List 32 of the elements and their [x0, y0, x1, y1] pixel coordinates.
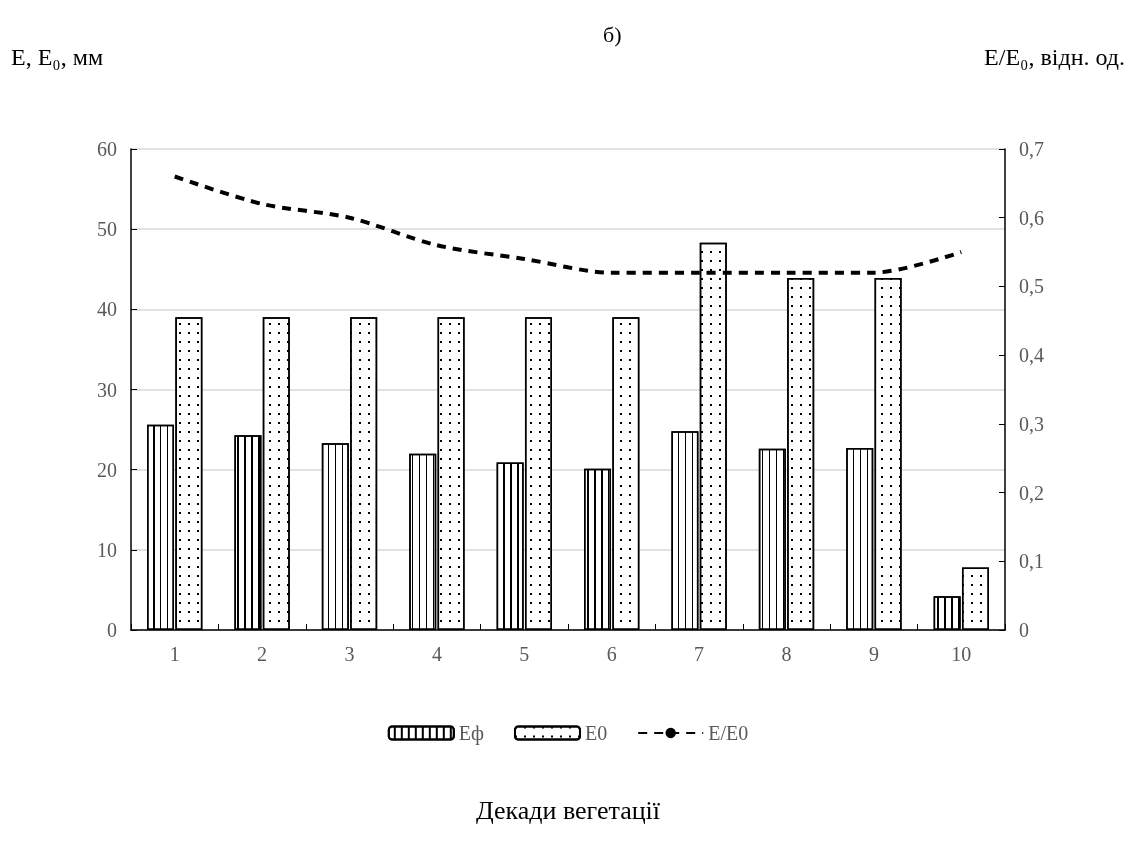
y2-tick-label: 0,7: [1019, 138, 1044, 160]
y2-axis-title: E/E₀, відн. од.: [984, 44, 1125, 70]
y-tick-label: 20: [97, 458, 117, 481]
x-tick-label: 4: [431, 643, 442, 665]
x-tick-label: 6: [606, 643, 617, 665]
legend-label: E/E0: [708, 722, 749, 744]
x-tick-label: 2: [257, 643, 268, 665]
y-tick-label: 10: [97, 538, 117, 561]
y-tick-label: 50: [97, 218, 117, 241]
y-tick-label: 60: [97, 138, 117, 160]
x-tick-label: 10: [951, 643, 972, 665]
text: Декади вегетації: [475, 795, 661, 825]
x-tick-label: 1: [169, 643, 180, 665]
x-tick-label: 3: [344, 643, 355, 665]
legend-label: E0: [584, 722, 608, 744]
y2-tick-label: 0,3: [1019, 412, 1044, 435]
x-tick-label: 8: [781, 643, 792, 665]
y-axis-title: E, E₀, мм: [11, 44, 104, 70]
y-tick-label: 40: [97, 298, 117, 321]
x-tick-label: 7: [694, 643, 705, 665]
y-tick-label: 30: [97, 378, 117, 401]
y2-tick-label: 0,1: [1019, 550, 1044, 573]
y-tick-label: 0: [107, 619, 117, 641]
x-tick-label: 5: [519, 643, 530, 665]
y2-tick-label: 0,2: [1019, 481, 1044, 504]
chart-title: б): [603, 21, 622, 47]
legend-label: Eф: [458, 722, 485, 745]
y2-tick-label: 0,4: [1019, 344, 1044, 367]
y2-tick-label: 0,6: [1019, 206, 1044, 229]
y2-tick-label: 0,5: [1019, 275, 1044, 298]
x-tick-label: 9: [868, 643, 879, 665]
y2-tick-label: 0: [1019, 619, 1029, 641]
